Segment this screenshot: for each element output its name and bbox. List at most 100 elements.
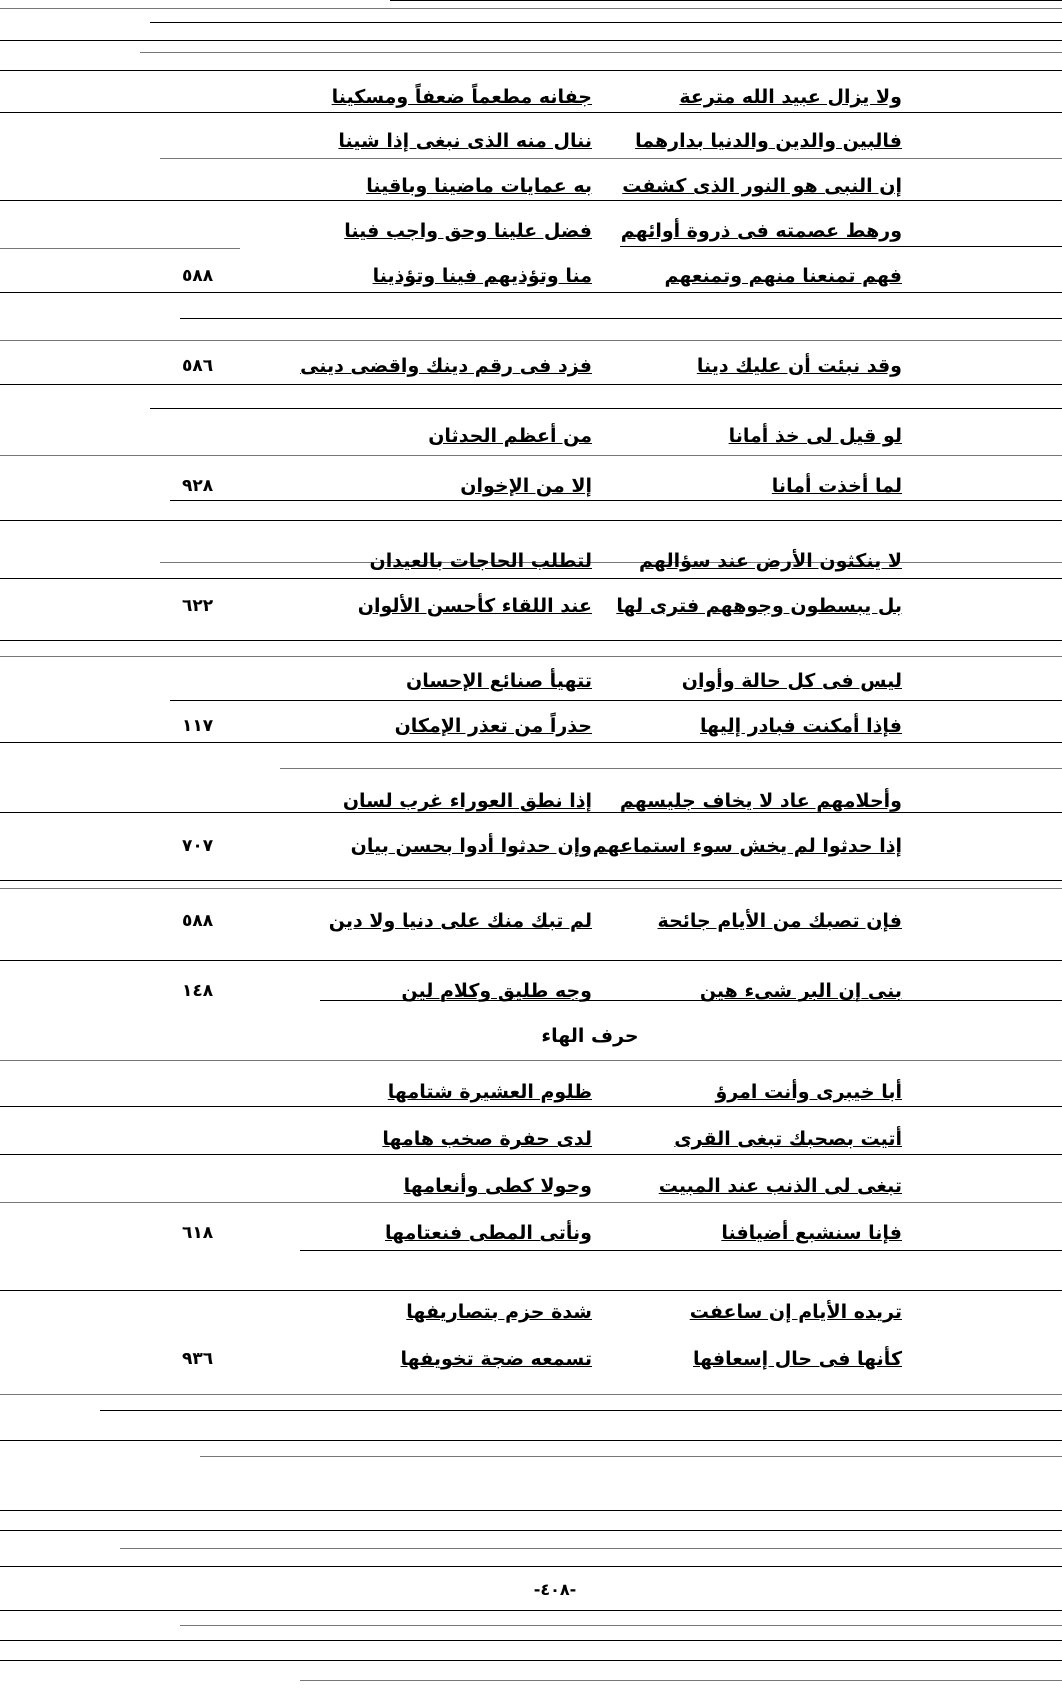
verse-row: لو قيل لى خذ أمانا من أعظم الحدثان	[0, 421, 1062, 451]
verse-row: فإذا أمكنت فبادر إليها حذراً من تعذر الإم…	[0, 711, 1062, 741]
scan-line	[0, 340, 1062, 341]
scan-line	[0, 455, 1062, 456]
second-hemistich: من أعظم الحدثان	[428, 425, 592, 447]
scan-line	[0, 888, 1062, 889]
second-hemistich: لدى حفرة صخب هامها	[382, 1128, 592, 1150]
scan-line	[0, 1290, 1062, 1291]
scan-line	[0, 70, 1062, 71]
scan-line	[0, 880, 1062, 881]
page-reference: ١١٧	[182, 716, 214, 736]
page-reference: ٦١٨	[182, 1223, 214, 1243]
second-hemistich: تسمعه ضجة تخويفها	[400, 1348, 592, 1370]
verse-row: إذا حدثوا لم يخش سوء استماعهم وإن حدثوا أ…	[0, 831, 1062, 861]
first-hemistich: ليس فى كل حالة وأوان	[681, 670, 902, 692]
scan-line	[0, 1610, 1062, 1611]
verse-row: وأحلامهم عاد لا يخاف جليسهم إذا نطق العور…	[0, 786, 1062, 816]
scan-line	[0, 640, 1062, 641]
scan-line	[0, 1440, 1062, 1441]
scan-line	[0, 1106, 1062, 1107]
section-heading: حرف الهاء	[541, 1025, 639, 1047]
verse-row: فإنا سنشبع أضيافنا ونأتى المطى فنعتامها ٦١…	[0, 1218, 1062, 1248]
scan-line	[0, 8, 1062, 9]
verse-row: ولا يزال عبيد الله مترعة جفانه مطعماً ضعف…	[0, 82, 1062, 112]
first-hemistich: فإنا سنشبع أضيافنا	[721, 1222, 902, 1244]
first-hemistich: فإذا أمكنت فبادر إليها	[700, 715, 902, 737]
page-number: -٤٠٨-	[533, 1580, 577, 1599]
page-reference: ١٤٨	[182, 981, 214, 1001]
page-reference: ٥٨٦	[182, 356, 214, 376]
verse-row: بل يبسطون وجوههم فترى لها عند اللقاء كأحس…	[0, 591, 1062, 621]
second-hemistich: وجه طليق وكلام لين	[401, 980, 592, 1002]
verse-row: أتيت بصحبك تبغى القرى لدى حفرة صخب هامها	[0, 1124, 1062, 1154]
scan-line	[0, 1530, 1062, 1531]
scan-line	[180, 318, 1062, 319]
first-hemistich: إذا حدثوا لم يخش سوء استماعهم	[592, 835, 902, 857]
second-hemistich: لم تبك منك على دنيا ولا دين	[328, 910, 592, 932]
second-hemistich: إذا نطق العوراء غرب لسان	[342, 790, 592, 812]
scan-line	[0, 578, 1062, 579]
second-hemistich: فزد فى رقم دينك واقضى دينى	[300, 355, 592, 377]
scan-line	[160, 158, 1062, 159]
verse-row: إن النبى هو النور الذى كشفت به عمايات ماض…	[0, 171, 1062, 201]
verse-row: تبغى لى الذنب عند المبيت وحولا كطى وأنعام…	[0, 1171, 1062, 1201]
second-hemistich: حذراً من تعذر الإمكان	[394, 715, 592, 737]
second-hemistich: فضل علينا وحق واجب فينا	[344, 220, 592, 242]
second-hemistich: وحولا كطى وأنعامها	[403, 1175, 592, 1197]
verse-row: ليس فى كل حالة وأوان تتهيأ صنائع الإحسان	[0, 666, 1062, 696]
first-hemistich: كأنها فى حال إسعافها	[693, 1348, 902, 1370]
scan-line	[0, 742, 1062, 743]
second-hemistich: لتطلب الحاجات بالعيدان	[369, 550, 592, 572]
first-hemistich: لا ينكثون الأرض عند سؤالهم	[639, 550, 902, 572]
scan-line	[300, 1680, 1062, 1681]
scan-line	[170, 700, 1062, 701]
verse-row: أبا خيبرى وأنت امرؤ ظلوم العشيرة شتامها	[0, 1077, 1062, 1107]
second-hemistich: ظلوم العشيرة شتامها	[387, 1081, 592, 1103]
first-hemistich: أبا خيبرى وأنت امرؤ	[715, 1081, 902, 1103]
first-hemistich: بل يبسطون وجوههم فترى لها	[616, 595, 902, 617]
first-hemistich: وقد نبئت أن عليك دينا	[696, 355, 902, 377]
scan-line	[280, 768, 1062, 769]
scan-line	[150, 408, 1062, 409]
scan-line	[0, 1202, 1062, 1203]
second-hemistich: جفانه مطعماً ضعفاً ومسكينا	[331, 86, 592, 108]
scan-line	[0, 812, 1062, 813]
verse-row: لما أخذت أمانا إلا من الإخوان ٩٢٨	[0, 471, 1062, 501]
scan-line	[120, 1548, 1062, 1549]
scan-line	[200, 1456, 1062, 1457]
first-hemistich: بنى إن البر شىء هين	[699, 980, 902, 1002]
scan-line	[320, 1000, 1062, 1001]
page-reference: ٧٠٧	[182, 836, 214, 856]
first-hemistich: لما أخذت أمانا	[771, 475, 902, 497]
first-hemistich: ورهط عصمته فى ذروة أوائهم	[620, 220, 902, 242]
verse-row: ورهط عصمته فى ذروة أوائهم فضل علينا وحق و…	[0, 216, 1062, 246]
second-hemistich: عند اللقاء كأحسن الألوان	[357, 595, 592, 617]
scan-line	[0, 1060, 1062, 1061]
scan-line	[0, 1154, 1062, 1155]
first-hemistich: وأحلامهم عاد لا يخاف جليسهم	[619, 790, 902, 812]
scan-line	[0, 248, 240, 249]
scan-line	[0, 1566, 1062, 1567]
second-hemistich: منا وتؤذيهم فينا وتؤذينا	[372, 265, 592, 287]
scan-line	[0, 384, 1062, 385]
scan-line	[0, 656, 1062, 657]
scan-line	[0, 200, 1062, 201]
scan-line	[300, 1250, 1062, 1251]
scan-line	[0, 1660, 1062, 1661]
scan-line	[150, 22, 1062, 23]
first-hemistich: تبغى لى الذنب عند المبيت	[658, 1175, 902, 1197]
verse-row: كأنها فى حال إسعافها تسمعه ضجة تخويفها ٩٣٦	[0, 1344, 1062, 1374]
first-hemistich: أتيت بصحبك تبغى القرى	[674, 1128, 902, 1150]
scan-line	[0, 1640, 1062, 1641]
scan-line	[0, 960, 1062, 961]
second-hemistich: وإن حدثوا أدوا بحسن بيان	[350, 835, 592, 857]
second-hemistich: شدة حزم بتصاريفها	[406, 1301, 592, 1323]
verse-row: فالبين والدين والدنيا بدارهما ننال منه ال…	[0, 126, 1062, 156]
page-reference: ٥٨٨	[182, 266, 214, 286]
first-hemistich: إن النبى هو النور الذى كشفت	[622, 175, 902, 197]
scan-line	[0, 40, 1062, 41]
first-hemistich: لو قيل لى خذ أمانا	[728, 425, 902, 447]
scan-line	[0, 1394, 1062, 1395]
first-hemistich: فإن تصبك من الأيام جائحة	[657, 910, 902, 932]
page-reference: ٩٣٦	[182, 1349, 214, 1369]
page-reference: ٩٢٨	[182, 476, 214, 496]
